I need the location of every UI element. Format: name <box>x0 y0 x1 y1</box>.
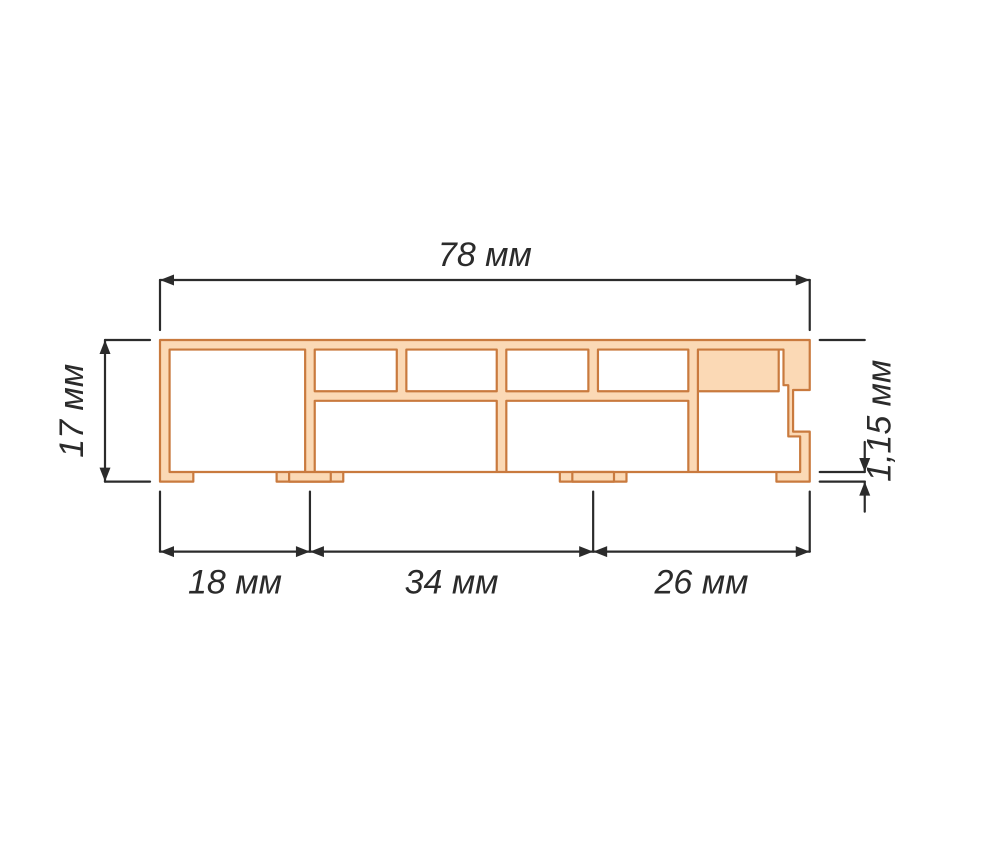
dim-left-height: 17 мм <box>53 364 91 458</box>
dim-right-wall: 1,15 мм <box>861 360 899 482</box>
profile-cross-section <box>160 340 810 482</box>
dim-bottom-3: 26 мм <box>654 564 749 602</box>
dim-top-total: 78 мм <box>438 236 532 274</box>
technical-drawing: 78 мм 17 мм 1,15 мм 18 мм 34 мм 26 мм <box>0 0 1000 855</box>
dimensions <box>100 275 871 558</box>
dim-bottom-2: 34 мм <box>405 564 499 602</box>
dim-bottom-1: 18 мм <box>188 564 282 602</box>
